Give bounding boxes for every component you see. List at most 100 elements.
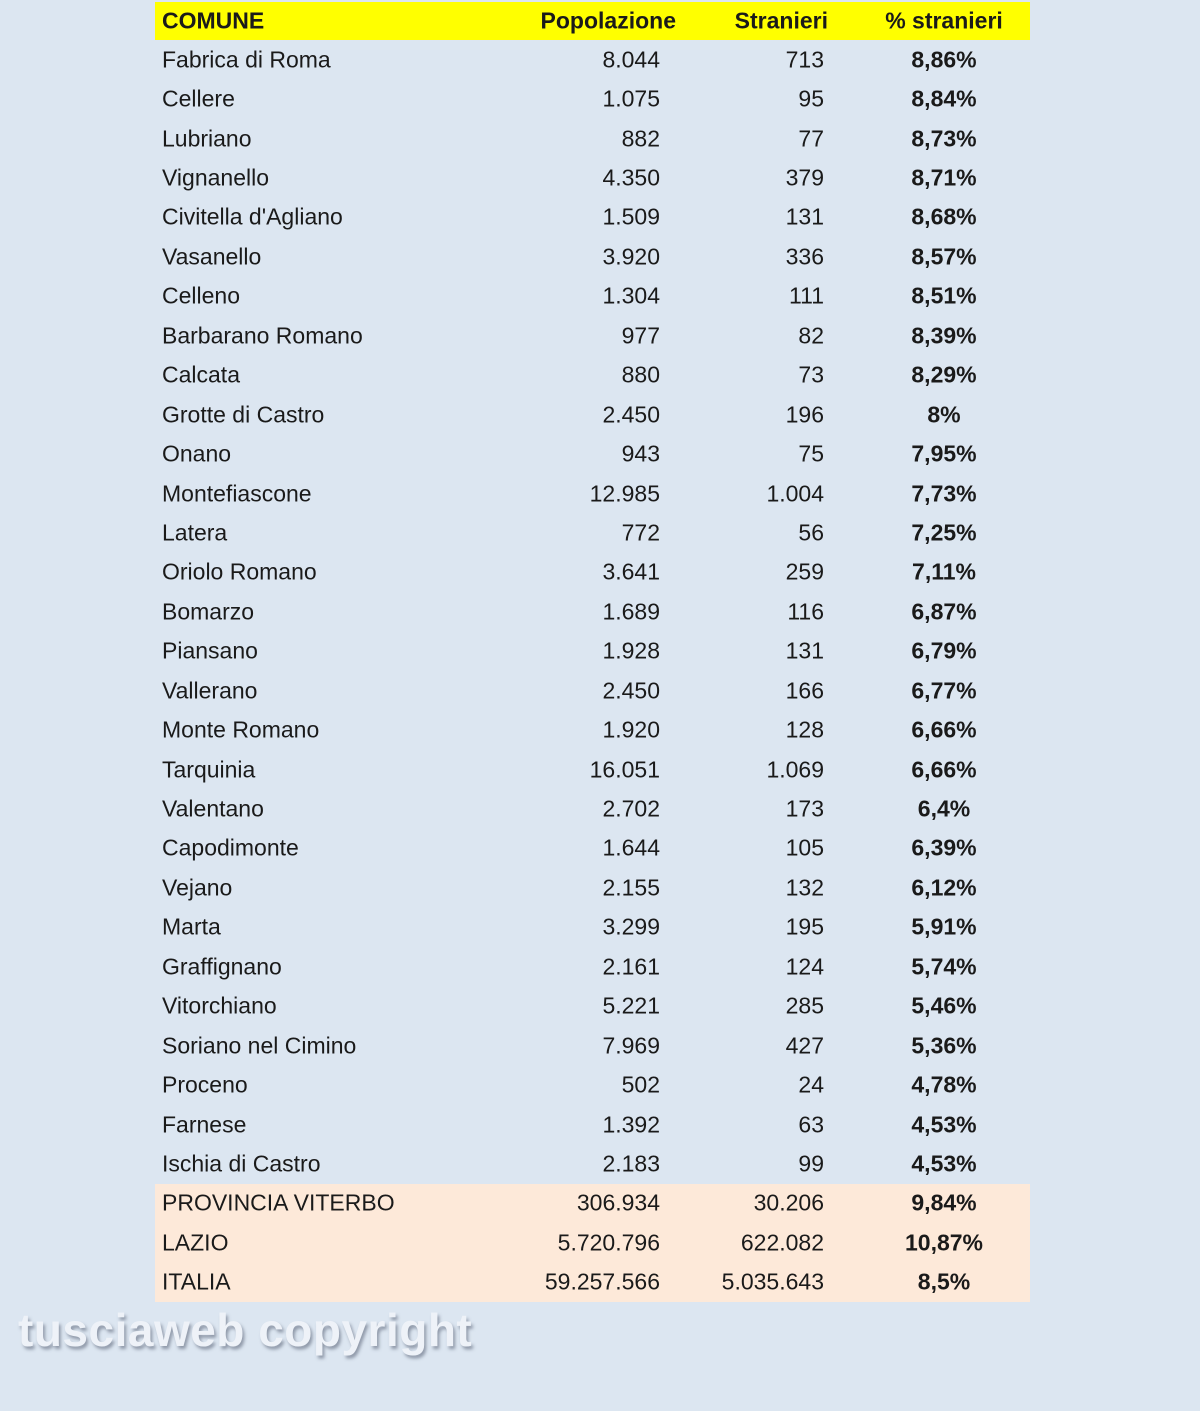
popolazione-cell: 2.450: [602, 401, 660, 428]
comune-cell: Civitella d'Agliano: [162, 203, 343, 230]
popolazione-cell: 2.161: [602, 953, 660, 980]
popolazione-cell: 3.920: [602, 243, 660, 270]
comune-cell: Vitorchiano: [162, 992, 277, 1019]
watermark: tusciaweb copyright: [18, 1304, 473, 1356]
table-row: Vignanello 4.350 379 8,71%: [162, 164, 977, 191]
comune-cell: ITALIA: [162, 1268, 231, 1295]
popolazione-cell: 1.509: [602, 203, 660, 230]
popolazione-cell: 882: [621, 125, 660, 152]
comune-cell: Marta: [162, 913, 221, 940]
stranieri-cell: 1.069: [766, 756, 824, 783]
comune-cell: Vasanello: [162, 243, 262, 270]
popolazione-cell: 16.051: [589, 756, 660, 783]
table-header: COMUNE Popolazione Stranieri % stranieri: [155, 2, 1030, 40]
total-row: LAZIO 5.720.796 622.082 10,87%: [155, 1223, 1030, 1263]
header-popolazione: Popolazione: [540, 7, 676, 34]
table-row: Vitorchiano 5.221 285 5,46%: [162, 992, 977, 1019]
popolazione-cell: 12.985: [589, 480, 660, 507]
stranieri-cell: 1.004: [766, 480, 824, 507]
table-row: Tarquinia 16.051 1.069 6,66%: [162, 756, 977, 783]
comune-cell: Soriano nel Cimino: [162, 1032, 357, 1059]
popolazione-cell: 1.644: [602, 834, 660, 861]
table-row: Celleno 1.304 111 8,51%: [162, 282, 977, 309]
stranieri-cell: 336: [785, 243, 824, 270]
total-row: ITALIA 59.257.566 5.035.643 8,5%: [155, 1262, 1030, 1302]
total-row: PROVINCIA VITERBO 306.934 30.206 9,84%: [155, 1183, 1030, 1224]
popolazione-cell: 306.934: [576, 1189, 660, 1216]
table-row: Monte Romano 1.920 128 6,66%: [162, 716, 977, 743]
comune-cell: Valentano: [162, 795, 264, 822]
table-row: Marta 3.299 195 5,91%: [162, 913, 977, 940]
stranieri-cell: 30.206: [753, 1189, 824, 1216]
comune-cell: Barbarano Romano: [162, 322, 363, 349]
comune-cell: Monte Romano: [162, 716, 320, 743]
comune-cell: Onano: [162, 440, 232, 467]
popolazione-cell: 59.257.566: [544, 1268, 660, 1295]
table-row: Onano 943 75 7,95%: [162, 440, 977, 467]
comune-cell: Vignanello: [162, 164, 270, 191]
comune-cell: Bomarzo: [162, 598, 255, 625]
table-row: Ischia di Castro 2.183 99 4,53%: [162, 1150, 977, 1177]
stranieri-cell: 75: [798, 440, 824, 467]
table-row: Proceno 502 24 4,78%: [162, 1071, 977, 1098]
comune-cell: Vallerano: [162, 677, 258, 704]
comune-cell: Proceno: [162, 1071, 248, 1098]
table-row: Cellere 1.075 95 8,84%: [162, 85, 977, 112]
popolazione-cell: 1.075: [602, 85, 660, 112]
table-row: Calcata 880 73 8,29%: [162, 361, 977, 388]
popolazione-cell: 1.689: [602, 598, 660, 625]
comune-cell: Tarquinia: [162, 756, 256, 783]
popolazione-cell: 880: [621, 361, 660, 388]
popolazione-cell: 5.720.796: [557, 1229, 660, 1256]
stranieri-cell: 82: [798, 322, 824, 349]
stranieri-cell: 173: [785, 795, 824, 822]
popolazione-cell: 2.183: [602, 1150, 660, 1177]
comune-cell: Vejano: [162, 874, 233, 901]
stranieri-cell: 105: [785, 834, 824, 861]
table-row: Capodimonte 1.644 105 6,39%: [162, 834, 977, 861]
stranieri-cell: 131: [785, 203, 824, 230]
header-stranieri: Stranieri: [734, 7, 828, 34]
popolazione-cell: 7.969: [602, 1032, 660, 1059]
comune-cell: Celleno: [162, 282, 240, 309]
stranieri-cell: 259: [785, 558, 824, 585]
table-row: Latera 772 56 7,25%: [162, 519, 977, 546]
table-row: Oriolo Romano 3.641 259 7,11%: [162, 558, 976, 585]
stranieri-cell: 713: [785, 46, 824, 73]
popolazione-cell: 772: [621, 519, 660, 546]
popolazione-cell: 2.702: [602, 795, 660, 822]
table-row: Vasanello 3.920 336 8,57%: [162, 243, 977, 270]
comune-cell: Capodimonte: [162, 834, 299, 861]
stranieri-cell: 379: [785, 164, 824, 191]
comune-cell: Calcata: [162, 361, 240, 388]
stranieri-cell: 131: [785, 637, 824, 664]
table-row: Montefiascone 12.985 1.004 7,73%: [162, 480, 977, 507]
stranieri-cell: 77: [798, 125, 824, 152]
stranieri-cell: 116: [787, 598, 824, 625]
table-row: Farnese 1.392 63 4,53%: [162, 1111, 977, 1138]
comune-cell: Lubriano: [162, 125, 252, 152]
popolazione-cell: 977: [621, 322, 660, 349]
popolazione-cell: 1.928: [602, 637, 660, 664]
popolazione-cell: 1.392: [602, 1111, 660, 1138]
stranieri-cell: 5.035.643: [721, 1268, 824, 1295]
stranieri-cell: 195: [785, 913, 824, 940]
stranieri-cell: 166: [785, 677, 824, 704]
stranieri-cell: 124: [785, 953, 824, 980]
table-row: Vejano 2.155 132 6,12%: [162, 874, 977, 901]
comune-cell: Graffignano: [162, 953, 282, 980]
popolazione-cell: 2.450: [602, 677, 660, 704]
popolazione-cell: 3.299: [602, 913, 660, 940]
popolazione-cell: 2.155: [602, 874, 660, 901]
table-row: Vallerano 2.450 166 6,77%: [162, 677, 977, 704]
stranieri-cell: 128: [785, 716, 824, 743]
popolazione-cell: 4.350: [602, 164, 660, 191]
stranieri-cell: 111: [789, 282, 824, 309]
popolazione-cell: 3.641: [602, 558, 660, 585]
popolazione-cell: 943: [621, 440, 660, 467]
population-table: COMUNE Popolazione Stranieri % stranieri…: [155, 2, 1030, 1302]
table-row: Civitella d'Agliano 1.509 131 8,68%: [162, 203, 977, 230]
table-row: Grotte di Castro 2.450 196 8%: [162, 401, 961, 428]
stranieri-cell: 95: [798, 85, 824, 112]
stranieri-cell: 622.082: [740, 1229, 824, 1256]
